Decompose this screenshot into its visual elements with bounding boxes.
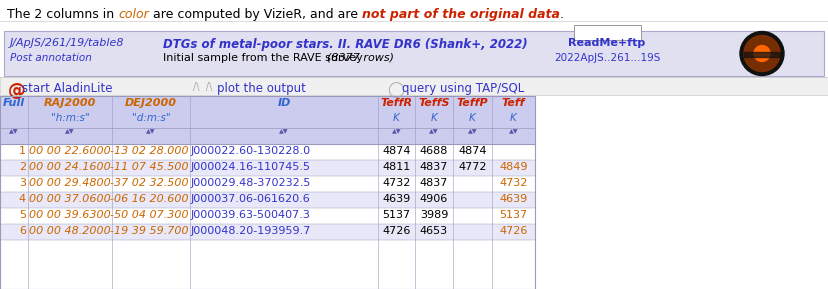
- Circle shape: [739, 32, 783, 75]
- Text: 00 00 37.0600: 00 00 37.0600: [29, 194, 111, 204]
- Text: .: .: [559, 8, 563, 21]
- Text: 2: 2: [19, 162, 26, 172]
- Text: plot the output: plot the output: [217, 82, 306, 95]
- Text: K: K: [392, 113, 399, 123]
- FancyBboxPatch shape: [0, 224, 534, 240]
- Text: 4639: 4639: [382, 194, 410, 204]
- FancyBboxPatch shape: [0, 176, 534, 192]
- Text: J000024.16-110745.5: J000024.16-110745.5: [190, 162, 310, 172]
- Text: 4653: 4653: [420, 226, 447, 236]
- Text: RAJ2000: RAJ2000: [44, 98, 96, 108]
- Text: Teff: Teff: [501, 98, 525, 108]
- Text: ▲▼: ▲▼: [508, 129, 518, 134]
- Text: 4849: 4849: [498, 162, 527, 172]
- Text: Initial sample from the RAVE survey: Initial sample from the RAVE survey: [163, 53, 366, 63]
- Text: TeffP: TeffP: [456, 98, 488, 108]
- Text: ▲▼: ▲▼: [9, 129, 19, 134]
- Text: 4874: 4874: [458, 146, 486, 156]
- Text: ReadMe+ftp: ReadMe+ftp: [568, 38, 645, 48]
- Text: "d:m:s": "d:m:s": [132, 113, 170, 123]
- Text: @: @: [8, 82, 26, 100]
- Text: J/ApJS/261/19/table8: J/ApJS/261/19/table8: [10, 38, 124, 48]
- Text: query using TAP/SQL: query using TAP/SQL: [402, 82, 523, 95]
- Text: ▲▼: ▲▼: [146, 129, 156, 134]
- Text: J000039.63-500407.3: J000039.63-500407.3: [190, 210, 310, 220]
- FancyBboxPatch shape: [0, 144, 534, 160]
- Text: "h:m:s": "h:m:s": [51, 113, 89, 123]
- Text: ▲▼: ▲▼: [429, 129, 438, 134]
- Text: 00 00 48.2000: 00 00 48.2000: [29, 226, 111, 236]
- Text: J000022.60-130228.0: J000022.60-130228.0: [190, 146, 310, 156]
- Text: The 2 columns in: The 2 columns in: [7, 8, 118, 21]
- Text: J000037.06-061620.6: J000037.06-061620.6: [190, 194, 310, 204]
- Text: ▲▼: ▲▼: [279, 129, 288, 134]
- Text: 3: 3: [19, 178, 26, 188]
- FancyBboxPatch shape: [0, 160, 534, 176]
- Text: 4772: 4772: [458, 162, 486, 172]
- Text: ID: ID: [277, 98, 291, 108]
- Text: 4732: 4732: [498, 178, 527, 188]
- Text: J000029.48-370232.5: J000029.48-370232.5: [190, 178, 311, 188]
- Text: are computed by VizieR, and are: are computed by VizieR, and are: [149, 8, 362, 21]
- Text: -11 07 45.500: -11 07 45.500: [110, 162, 189, 172]
- Text: 5137: 5137: [382, 210, 410, 220]
- FancyBboxPatch shape: [0, 96, 534, 144]
- Text: start AladinLite: start AladinLite: [22, 82, 113, 95]
- Text: J000048.20-193959.7: J000048.20-193959.7: [190, 226, 311, 236]
- Text: color: color: [118, 8, 149, 21]
- Text: /\  /\: /\ /\: [193, 82, 212, 92]
- FancyBboxPatch shape: [4, 31, 823, 76]
- Text: 3989: 3989: [419, 210, 448, 220]
- Text: -13 02 28.000: -13 02 28.000: [110, 146, 189, 156]
- Text: 4732: 4732: [382, 178, 410, 188]
- Text: 4726: 4726: [498, 226, 527, 236]
- Text: TeffS: TeffS: [418, 98, 450, 108]
- Text: ▲▼: ▲▼: [65, 129, 75, 134]
- Text: 4811: 4811: [382, 162, 410, 172]
- FancyBboxPatch shape: [0, 77, 828, 95]
- Text: ◯: ◯: [387, 82, 403, 98]
- Text: 4874: 4874: [382, 146, 410, 156]
- Text: Post annotation: Post annotation: [10, 53, 92, 63]
- Bar: [743, 51, 779, 57]
- Text: DEJ2000: DEJ2000: [125, 98, 177, 108]
- Text: 5: 5: [19, 210, 26, 220]
- Text: 4: 4: [19, 194, 26, 204]
- Text: not part of the original data: not part of the original data: [362, 8, 559, 21]
- Text: -37 02 32.500: -37 02 32.500: [110, 178, 189, 188]
- Text: K: K: [430, 113, 437, 123]
- Text: TeffR: TeffR: [380, 98, 412, 108]
- Text: -06 16 20.600: -06 16 20.600: [110, 194, 189, 204]
- FancyBboxPatch shape: [0, 208, 534, 224]
- Text: 4688: 4688: [419, 146, 448, 156]
- Text: 4726: 4726: [382, 226, 410, 236]
- Text: ▲▼: ▲▼: [392, 129, 401, 134]
- Text: 1: 1: [19, 146, 26, 156]
- Text: 00 00 29.4800: 00 00 29.4800: [29, 178, 111, 188]
- Text: 00 00 24.1600: 00 00 24.1600: [29, 162, 111, 172]
- Text: Full: Full: [3, 98, 25, 108]
- Text: 6: 6: [19, 226, 26, 236]
- Text: K: K: [469, 113, 475, 123]
- Text: (8377 rows): (8377 rows): [326, 53, 393, 63]
- Text: 4906: 4906: [419, 194, 448, 204]
- Circle shape: [743, 36, 779, 71]
- Text: 4837: 4837: [419, 162, 448, 172]
- Circle shape: [753, 45, 769, 62]
- Text: 00 00 22.6000: 00 00 22.6000: [29, 146, 111, 156]
- Text: 4639: 4639: [498, 194, 527, 204]
- Text: 00 00 39.6300: 00 00 39.6300: [29, 210, 111, 220]
- Text: ▲▼: ▲▼: [467, 129, 477, 134]
- Text: K: K: [509, 113, 516, 123]
- Text: 5137: 5137: [498, 210, 527, 220]
- FancyBboxPatch shape: [0, 192, 534, 208]
- Text: 4837: 4837: [419, 178, 448, 188]
- Text: 2022ApJS..261...19S: 2022ApJS..261...19S: [553, 53, 659, 63]
- Text: DTGs of metal-poor stars. II. RAVE DR6 (Shank+, 2022): DTGs of metal-poor stars. II. RAVE DR6 (…: [163, 38, 527, 51]
- Text: -19 39 59.700: -19 39 59.700: [110, 226, 189, 236]
- Text: -50 04 07.300: -50 04 07.300: [110, 210, 189, 220]
- FancyBboxPatch shape: [573, 25, 640, 40]
